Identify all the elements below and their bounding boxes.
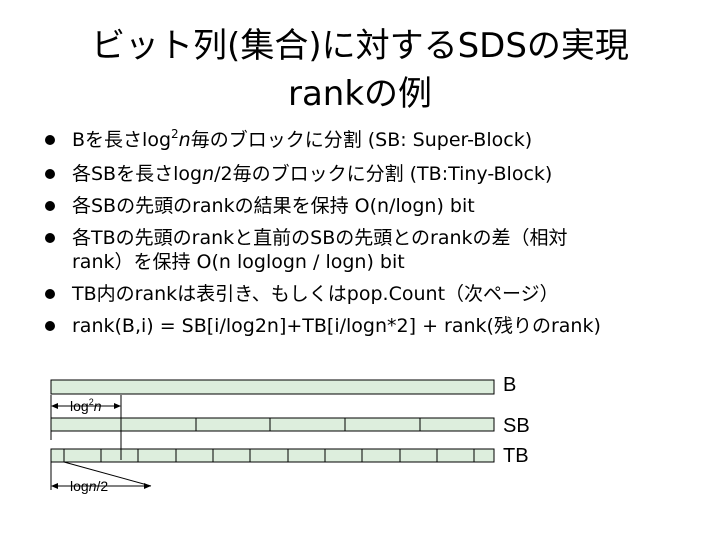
bullet-item: Bを長さlog2n毎のブロックに分割 (SB: Super-Block) (40, 127, 700, 154)
bullet-dot-icon (45, 201, 55, 211)
label-tb: TB (503, 445, 529, 467)
bullet-item: 各SBの先頭のrankの結果を保持 O(n/logn) bit (40, 194, 700, 218)
slide-title-line1: ビット列(集合)に対するSDSの実現 (91, 26, 629, 66)
bullet-dot-icon (45, 289, 55, 299)
bullet-text: /2毎のブロックに分割 (TB:Tiny-Block) (214, 163, 553, 185)
bullet-dot-icon (45, 321, 55, 331)
bullet-italic: n (202, 163, 215, 185)
bullet-text: 毎のブロックに分割 (SB: Super-Block) (190, 129, 533, 151)
bullet-text: Bを長さlog (72, 129, 171, 151)
bullet-item: 各SBを長さlogn/2毎のブロックに分割 (TB:Tiny-Block) (40, 162, 700, 186)
bullet-text: 各SBの先頭のrankの結果を保持 O(n/logn) bit (72, 195, 475, 217)
bullet-dot-icon (45, 233, 55, 243)
tinyblock-bar (50, 448, 495, 463)
bullet-item: TB内のrankは表引き、もしくはpop.Count（次ページ） (40, 282, 700, 306)
tinyblock-length-label: logn/2 (70, 478, 108, 494)
slide-title-line2: rankの例 (287, 74, 433, 114)
bitstring-b-bar (50, 379, 495, 395)
bullet-item: 各TBの先頭のrankと直前のSBの先頭とのrankの差（相対 rank）を保持… (40, 226, 700, 274)
bullet-italic: n (178, 129, 191, 151)
bullet-text: rank(B,i) = SB[i/log2n]+TB[i/logn*2] + r… (72, 315, 601, 337)
bullet-superscript: 2 (171, 127, 179, 141)
tinyblock-length-marker (50, 461, 152, 490)
bullet-list: Bを長さlog2n毎のブロックに分割 (SB: Super-Block) 各SB… (40, 127, 700, 346)
bullet-dot-icon (45, 169, 55, 179)
label-b: B (503, 374, 516, 396)
bullet-text: TB内のrankは表引き、もしくはpop.Count（次ページ） (72, 283, 559, 305)
bullet-item: rank(B,i) = SB[i/log2n]+TB[i/logn*2] + r… (40, 314, 700, 338)
slide-title: ビット列(集合)に対するSDSの実現 rankの例 (0, 22, 720, 118)
bullet-text: 各TBの先頭のrankと直前のSBの先頭とのrankの差（相対 (72, 227, 568, 249)
bullet-dot-icon (45, 135, 55, 145)
superblock-bar (50, 417, 495, 432)
label-sb: SB (503, 415, 530, 437)
superblock-length-label: log2n (70, 397, 102, 414)
superblock-length-marker (50, 395, 122, 460)
bullet-text: 各SBを長さlog (72, 163, 203, 185)
bullet-text: rank）を保持 O(n loglogn / logn) bit (72, 251, 405, 273)
